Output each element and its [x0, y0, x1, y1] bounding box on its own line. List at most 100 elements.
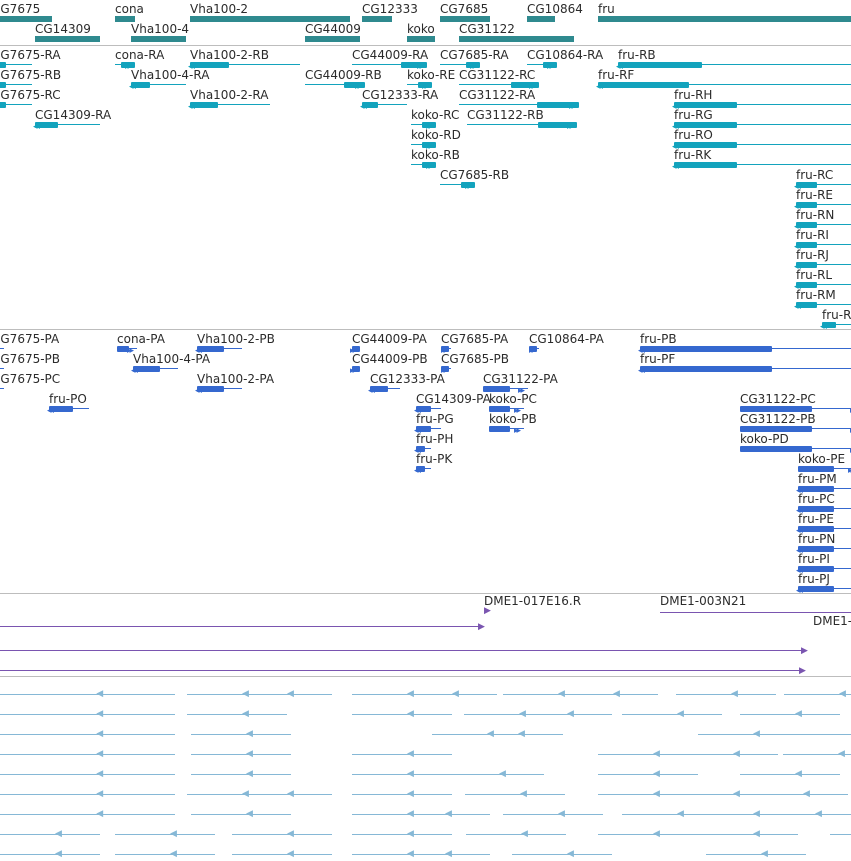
gene-bar[interactable] [407, 36, 435, 42]
feature-exon[interactable] [537, 102, 579, 108]
est-line[interactable] [0, 734, 175, 735]
feature-exon[interactable] [0, 82, 6, 88]
est-line[interactable] [232, 794, 332, 795]
est-line[interactable] [760, 814, 851, 815]
feature-line[interactable] [674, 144, 851, 145]
feature-exon[interactable] [798, 546, 834, 552]
est-line[interactable] [512, 714, 612, 715]
est-line[interactable] [598, 794, 698, 795]
feature-exon[interactable] [461, 182, 475, 188]
feature-line[interactable] [305, 84, 365, 85]
feature-exon[interactable] [796, 182, 817, 188]
feature-exon[interactable] [543, 62, 557, 68]
gene-bar[interactable] [0, 16, 52, 22]
gene-bar[interactable] [190, 16, 350, 22]
feature-exon[interactable] [370, 386, 388, 392]
feature-line[interactable] [674, 164, 851, 165]
est-line[interactable] [0, 754, 175, 755]
feature-exon[interactable] [489, 406, 510, 412]
est-line[interactable] [740, 714, 840, 715]
feature-exon[interactable] [441, 366, 449, 372]
est-line[interactable] [115, 854, 215, 855]
feature-line[interactable] [674, 124, 851, 125]
feature-line[interactable] [796, 244, 851, 245]
feature-exon[interactable] [133, 366, 160, 372]
est-line[interactable] [622, 814, 722, 815]
feature-exon[interactable] [344, 82, 365, 88]
feature-exon[interactable] [131, 82, 150, 88]
feature-exon[interactable] [197, 346, 224, 352]
feature-exon[interactable] [798, 586, 834, 592]
gene-bar[interactable] [305, 36, 360, 42]
feature-exon[interactable] [422, 142, 436, 148]
feature-line[interactable] [796, 264, 851, 265]
est-line[interactable] [444, 774, 544, 775]
feature-line[interactable] [440, 64, 480, 65]
feature-exon[interactable] [740, 446, 812, 452]
est-line[interactable] [598, 754, 698, 755]
est-line[interactable] [352, 754, 452, 755]
feature-exon[interactable] [598, 82, 689, 88]
est-line[interactable] [503, 694, 603, 695]
feature-exon[interactable] [466, 62, 480, 68]
feature-exon[interactable] [117, 346, 129, 352]
feature-exon[interactable] [640, 346, 772, 352]
feature-line[interactable] [131, 84, 186, 85]
est-line[interactable] [678, 794, 778, 795]
est-line[interactable] [503, 814, 603, 815]
feature-line[interactable] [796, 224, 851, 225]
feature-line[interactable] [796, 284, 851, 285]
feature-exon[interactable] [0, 62, 6, 68]
est-line[interactable] [232, 834, 332, 835]
primer-line[interactable] [0, 626, 482, 627]
gene-bar[interactable] [459, 36, 574, 42]
est-line[interactable] [706, 854, 806, 855]
feature-exon[interactable] [416, 446, 425, 452]
feature-exon[interactable] [798, 526, 834, 532]
est-line[interactable] [698, 814, 798, 815]
feature-line[interactable] [796, 304, 851, 305]
est-line[interactable] [676, 694, 776, 695]
feature-line[interactable] [190, 104, 270, 105]
est-line[interactable] [740, 774, 840, 775]
gene-bar[interactable] [35, 36, 100, 42]
feature-line[interactable] [467, 124, 577, 125]
feature-exon[interactable] [416, 406, 431, 412]
est-line[interactable] [830, 834, 851, 835]
feature-exon[interactable] [422, 122, 436, 128]
feature-exon[interactable] [422, 162, 436, 168]
est-line[interactable] [0, 814, 175, 815]
feature-exon[interactable] [798, 466, 834, 472]
est-line[interactable] [784, 694, 851, 695]
feature-line[interactable] [352, 64, 427, 65]
feature-exon[interactable] [418, 82, 432, 88]
feature-line[interactable] [0, 64, 32, 65]
feature-line[interactable] [459, 104, 579, 105]
feature-exon[interactable] [674, 142, 737, 148]
est-line[interactable] [0, 834, 100, 835]
feature-line[interactable] [459, 84, 539, 85]
feature-exon[interactable] [740, 426, 812, 432]
feature-exon[interactable] [197, 386, 224, 392]
feature-exon[interactable] [529, 346, 537, 352]
feature-line[interactable] [527, 64, 557, 65]
est-line[interactable] [390, 854, 490, 855]
est-line[interactable] [622, 714, 722, 715]
est-line[interactable] [191, 754, 291, 755]
feature-line[interactable] [440, 184, 475, 185]
est-line[interactable] [598, 774, 698, 775]
feature-exon[interactable] [740, 406, 812, 412]
feature-exon[interactable] [674, 122, 737, 128]
est-line[interactable] [352, 714, 452, 715]
est-line[interactable] [783, 754, 851, 755]
feature-exon[interactable] [796, 282, 817, 288]
gene-bar[interactable] [527, 16, 555, 22]
est-line[interactable] [598, 834, 698, 835]
feature-exon[interactable] [798, 506, 834, 512]
est-line[interactable] [390, 814, 490, 815]
est-line[interactable] [352, 774, 452, 775]
feature-exon[interactable] [618, 62, 702, 68]
est-line[interactable] [0, 694, 175, 695]
feature-exon[interactable] [352, 346, 360, 352]
feature-line[interactable] [0, 368, 4, 369]
